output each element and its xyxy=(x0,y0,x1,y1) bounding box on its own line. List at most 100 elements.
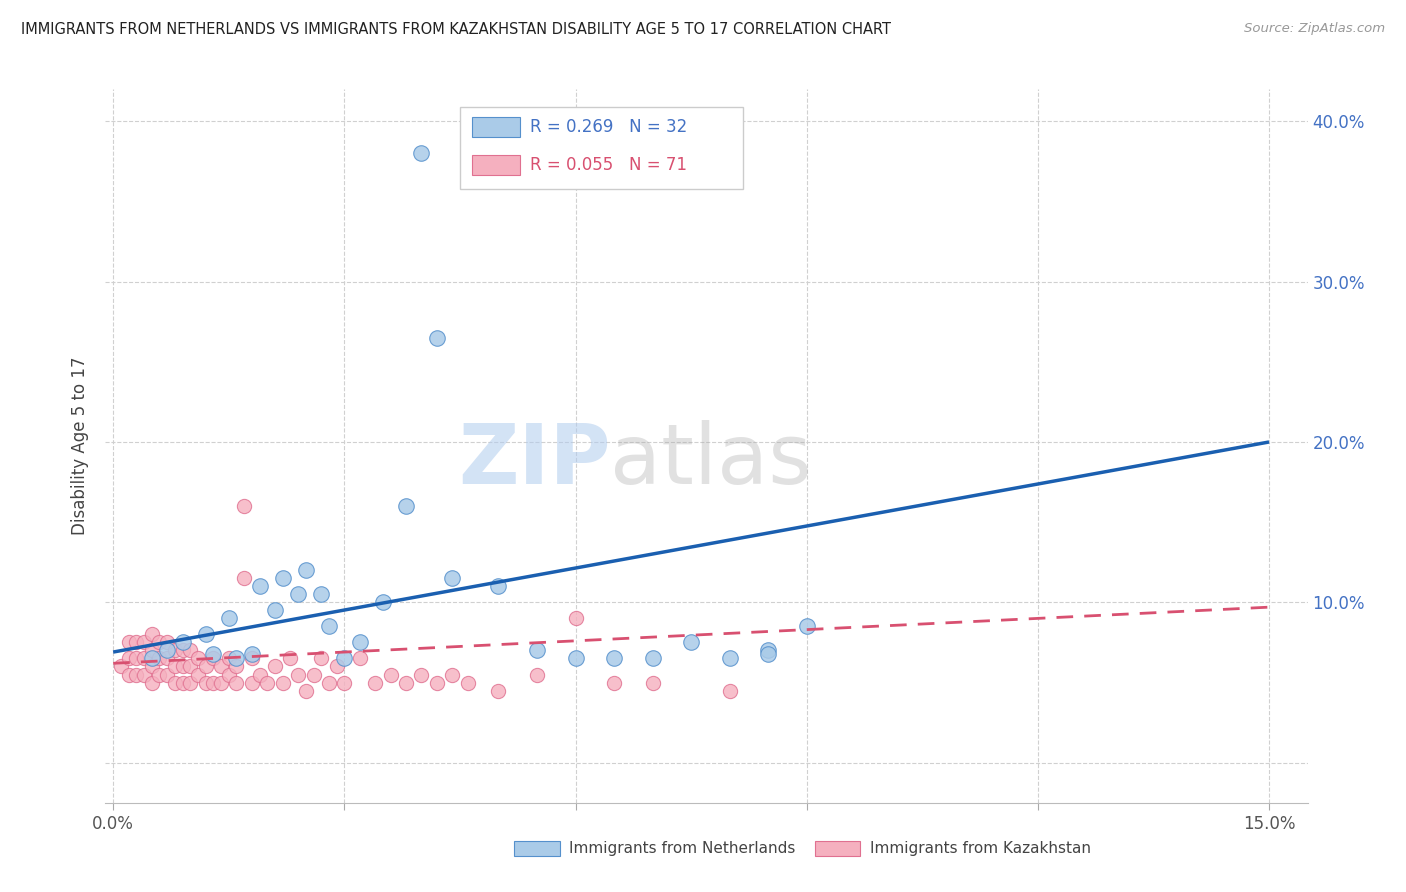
Point xyxy=(179,643,201,657)
Point xyxy=(287,667,309,681)
Point xyxy=(411,146,433,161)
Text: Source: ZipAtlas.com: Source: ZipAtlas.com xyxy=(1244,22,1385,36)
Point xyxy=(526,643,548,657)
Text: R = 0.269   N = 32: R = 0.269 N = 32 xyxy=(530,118,688,136)
Point xyxy=(172,643,194,657)
Point xyxy=(756,643,779,657)
Text: IMMIGRANTS FROM NETHERLANDS VS IMMIGRANTS FROM KAZAKHSTAN DISABILITY AGE 5 TO 17: IMMIGRANTS FROM NETHERLANDS VS IMMIGRANT… xyxy=(21,22,891,37)
Point xyxy=(194,627,217,641)
Point xyxy=(172,659,194,673)
Point xyxy=(280,651,302,665)
Point xyxy=(117,667,139,681)
Point xyxy=(125,667,148,681)
Point xyxy=(264,603,287,617)
Point xyxy=(141,651,163,665)
Point xyxy=(641,651,664,665)
Text: atlas: atlas xyxy=(610,420,813,500)
Point xyxy=(148,651,170,665)
Point xyxy=(233,499,256,513)
Point xyxy=(364,675,387,690)
Point xyxy=(179,659,201,673)
Point xyxy=(756,647,779,661)
Point xyxy=(202,647,225,661)
Point xyxy=(187,651,209,665)
Point xyxy=(218,651,240,665)
Point xyxy=(179,675,201,690)
Point xyxy=(256,675,278,690)
Point xyxy=(117,635,139,649)
Point xyxy=(349,651,371,665)
Point xyxy=(141,659,163,673)
Point xyxy=(156,651,179,665)
Point xyxy=(225,659,247,673)
Point xyxy=(333,651,356,665)
Point xyxy=(209,675,232,690)
Point xyxy=(718,651,741,665)
Point xyxy=(172,675,194,690)
Point xyxy=(233,571,256,585)
Point xyxy=(209,659,232,673)
Bar xyxy=(472,117,520,137)
Point xyxy=(371,595,394,609)
Point xyxy=(564,611,586,625)
Point xyxy=(264,659,287,673)
Y-axis label: Disability Age 5 to 17: Disability Age 5 to 17 xyxy=(72,357,90,535)
Point xyxy=(411,667,433,681)
Point xyxy=(148,635,170,649)
Point xyxy=(132,667,155,681)
Point xyxy=(156,643,179,657)
Point xyxy=(132,651,155,665)
Text: ZIP: ZIP xyxy=(458,420,610,500)
Point xyxy=(603,675,626,690)
Point xyxy=(125,651,148,665)
Point xyxy=(148,667,170,681)
Text: R = 0.055   N = 71: R = 0.055 N = 71 xyxy=(530,156,686,174)
Point xyxy=(249,667,271,681)
Point xyxy=(309,651,332,665)
Point xyxy=(564,651,586,665)
FancyBboxPatch shape xyxy=(460,107,742,189)
Point xyxy=(271,571,294,585)
Point xyxy=(110,659,132,673)
Point xyxy=(395,675,418,690)
Bar xyxy=(515,840,560,856)
Point xyxy=(441,571,464,585)
Point xyxy=(295,683,318,698)
Point xyxy=(132,635,155,649)
Point xyxy=(240,675,263,690)
Point xyxy=(395,499,418,513)
Point xyxy=(218,667,240,681)
Point xyxy=(156,635,179,649)
Point xyxy=(202,651,225,665)
Point xyxy=(295,563,318,577)
Point xyxy=(141,643,163,657)
Point xyxy=(526,667,548,681)
Point xyxy=(194,659,217,673)
Point xyxy=(187,667,209,681)
Point xyxy=(318,675,340,690)
Text: Immigrants from Kazakhstan: Immigrants from Kazakhstan xyxy=(870,841,1091,856)
Point xyxy=(218,611,240,625)
Point xyxy=(225,651,247,665)
Point xyxy=(163,659,186,673)
Point xyxy=(426,675,449,690)
Point xyxy=(349,635,371,649)
Point xyxy=(202,675,225,690)
Point xyxy=(125,635,148,649)
Point xyxy=(141,627,163,641)
Point xyxy=(156,667,179,681)
Point xyxy=(163,643,186,657)
Point xyxy=(225,675,247,690)
Point xyxy=(318,619,340,633)
Point xyxy=(141,675,163,690)
Point xyxy=(681,635,703,649)
Point xyxy=(240,647,263,661)
Point xyxy=(117,651,139,665)
Point xyxy=(457,675,479,690)
Point xyxy=(796,619,818,633)
Point xyxy=(172,635,194,649)
Point xyxy=(194,675,217,690)
Point xyxy=(641,675,664,690)
Point xyxy=(488,579,510,593)
Point xyxy=(249,579,271,593)
